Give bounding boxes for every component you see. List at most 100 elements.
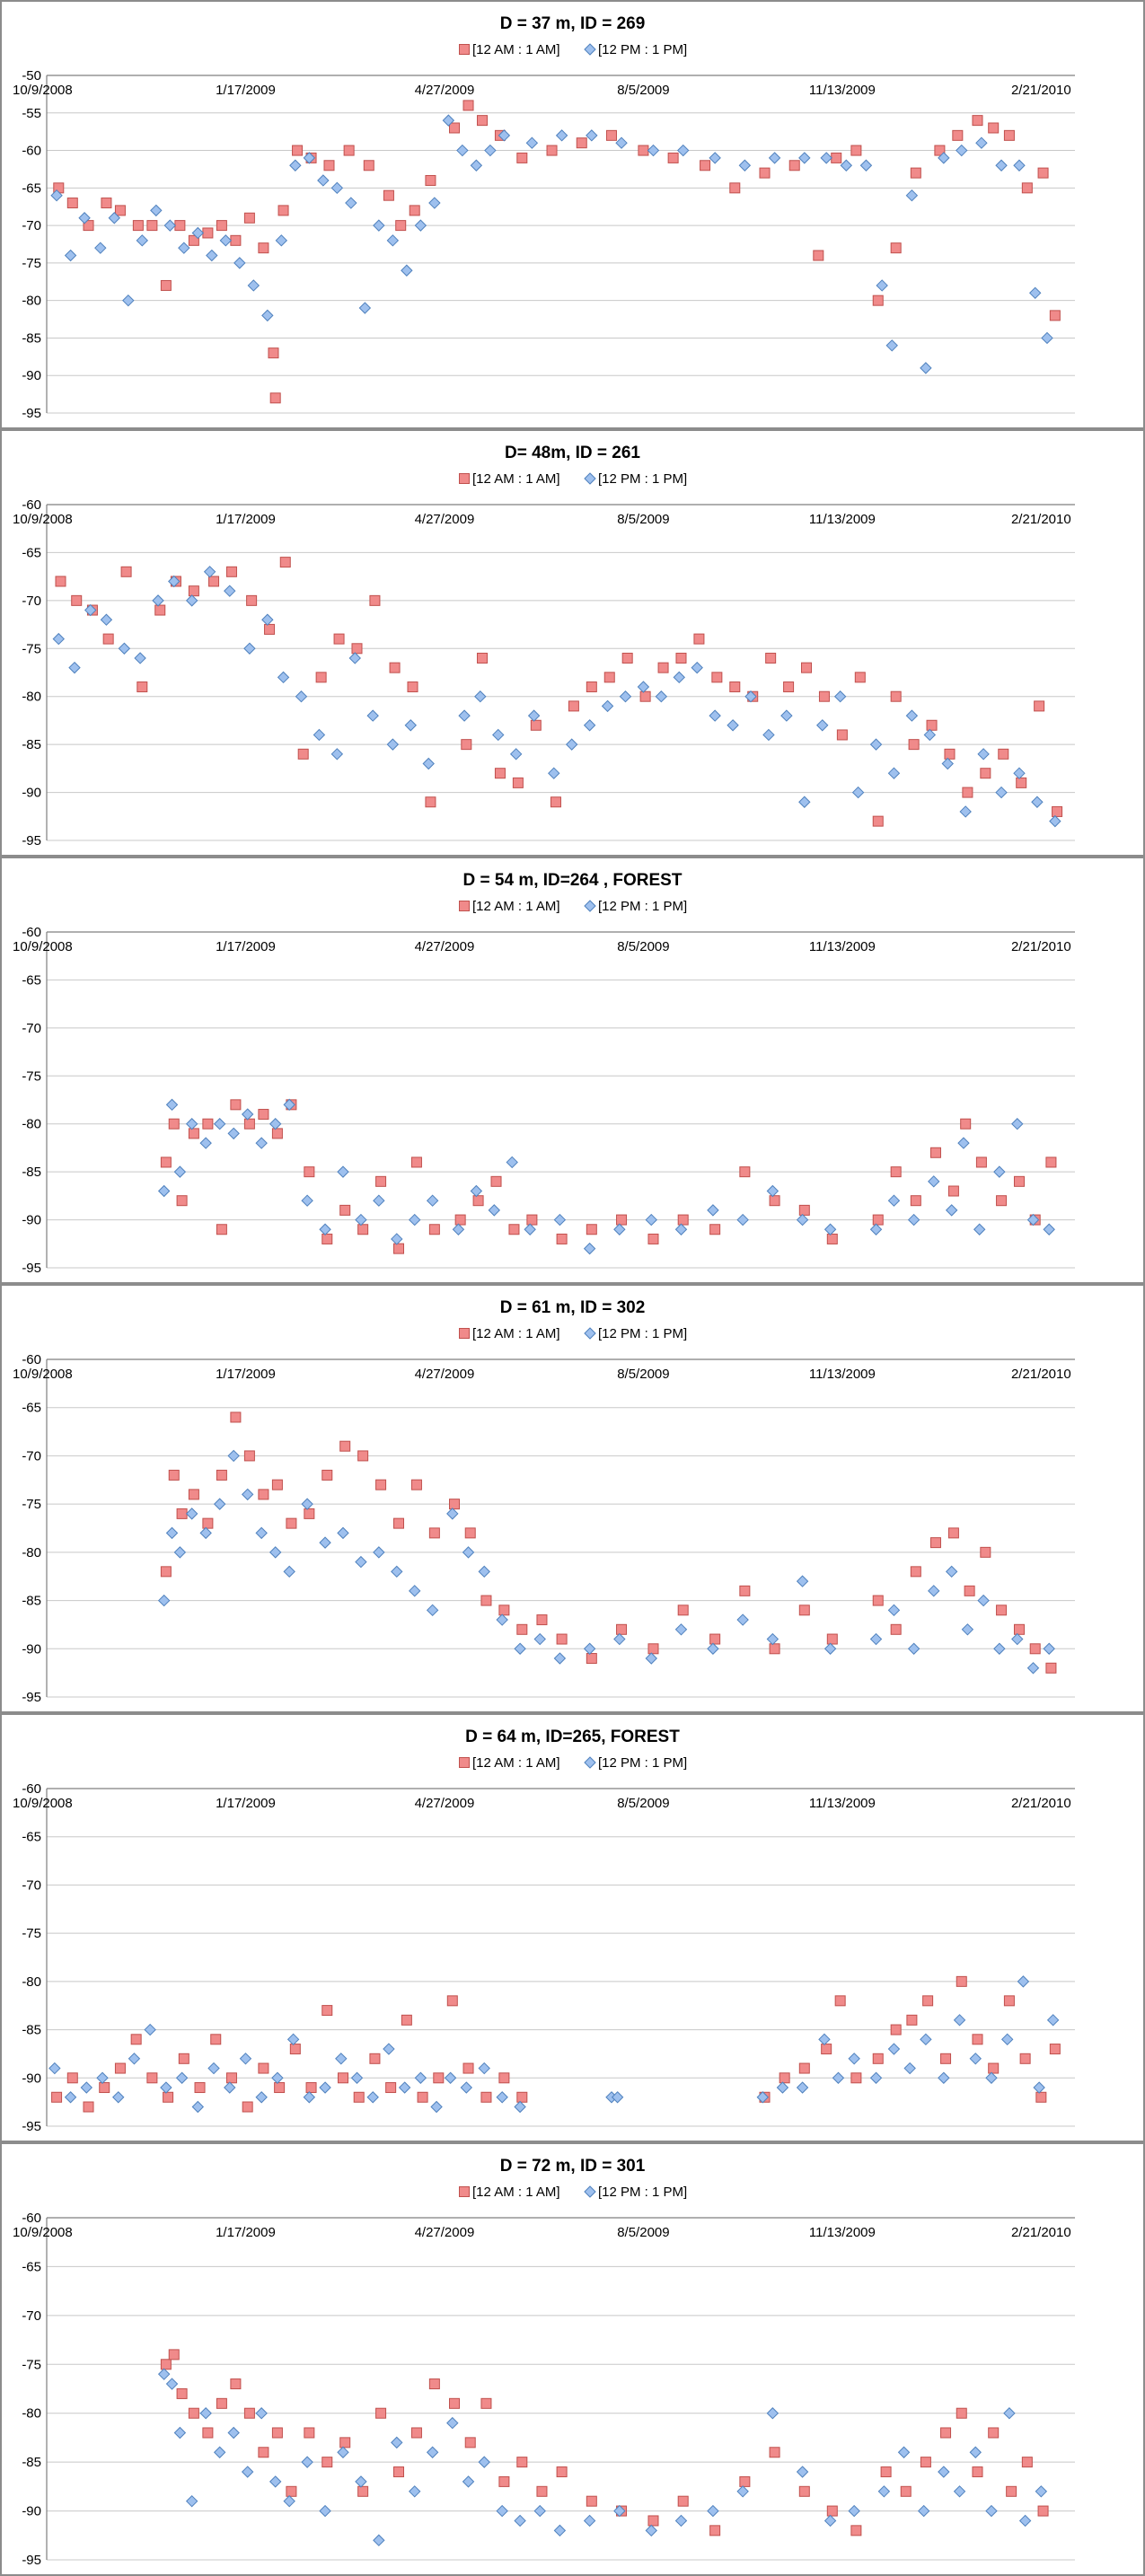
data-point-pm	[1028, 286, 1042, 300]
data-point-am	[568, 700, 579, 712]
x-tick-label: 10/9/2008	[13, 939, 73, 954]
data-point-am	[339, 2437, 351, 2449]
data-point-pm	[738, 159, 752, 171]
data-point-am	[769, 1195, 780, 1207]
data-point-pm	[391, 1233, 403, 1245]
data-point-am	[998, 748, 1009, 760]
x-tick-label: 1/17/2009	[216, 1367, 276, 1382]
data-point-am	[677, 2495, 689, 2507]
data-point-pm	[391, 2436, 403, 2449]
data-point-pm	[173, 1546, 187, 1559]
data-point-am	[464, 1527, 476, 1539]
data-point-am	[393, 1517, 405, 1529]
data-point-am	[357, 1450, 369, 1462]
data-point-pm	[313, 728, 326, 742]
data-point-pm	[876, 279, 888, 292]
data-point-am	[798, 2062, 810, 2074]
data-point-pm	[478, 1565, 490, 1578]
data-point-am	[375, 1479, 387, 1490]
data-point-am	[1013, 1623, 1025, 1635]
data-point-am	[339, 1440, 351, 1452]
series-pm	[52, 566, 1061, 828]
data-point-pm	[903, 2062, 916, 2075]
data-point-am	[417, 2091, 428, 2103]
data-point-am	[765, 652, 777, 664]
data-point-pm	[401, 264, 413, 277]
data-point-am	[940, 2053, 952, 2064]
data-point-am	[709, 2525, 721, 2536]
data-point-pm	[824, 1223, 837, 1235]
data-point-am	[357, 1224, 369, 1235]
data-point-pm	[409, 1585, 421, 1597]
x-tick-label: 11/13/2009	[809, 512, 876, 527]
data-point-pm	[736, 1613, 749, 1626]
data-point-am	[137, 681, 148, 693]
data-point-pm	[430, 2100, 443, 2114]
y-tick-label: -75	[22, 1068, 41, 1084]
data-point-pm	[840, 159, 853, 171]
data-point-am	[393, 1243, 405, 1254]
data-point-am	[1019, 2053, 1031, 2064]
data-point-am	[407, 681, 418, 693]
data-point-pm	[462, 1546, 475, 1559]
data-point-pm	[373, 219, 385, 232]
data-point-pm	[163, 219, 177, 232]
data-point-am	[880, 2466, 892, 2478]
data-point-am	[512, 777, 524, 788]
data-point-am	[667, 152, 679, 163]
data-point-pm	[168, 575, 181, 588]
data-point-am	[988, 2062, 1000, 2074]
data-point-pm	[525, 136, 539, 149]
data-point-pm	[768, 152, 781, 164]
data-point-pm	[446, 2416, 459, 2430]
series-pm	[50, 114, 1053, 374]
data-point-pm	[175, 2071, 189, 2084]
data-point-pm	[555, 129, 568, 142]
data-point-am	[834, 1995, 846, 2007]
data-point-pm	[938, 152, 950, 164]
data-point-pm	[818, 2033, 831, 2046]
data-point-am	[160, 1566, 172, 1578]
data-point-am	[304, 1508, 315, 1519]
series-pm	[157, 2368, 1048, 2546]
data-point-am	[230, 2378, 242, 2390]
data-point-am	[258, 1489, 269, 1500]
data-point-am	[1049, 310, 1061, 321]
chart-title: D = 37 m, ID = 269	[500, 14, 646, 33]
data-point-am	[176, 1508, 188, 1519]
x-tick-label: 2/21/2010	[1011, 1367, 1071, 1382]
data-point-pm	[959, 805, 972, 818]
data-point-pm	[269, 1546, 282, 1559]
x-tick-label: 1/17/2009	[216, 83, 276, 98]
data-point-pm	[553, 1652, 567, 1665]
series-pm	[48, 1975, 1060, 2114]
scatter-chart-5: D = 64 m, ID=265, FOREST[12 AM : 1 AM] [1…	[13, 1728, 1075, 2134]
data-point-am	[269, 392, 281, 404]
data-point-pm	[1041, 331, 1053, 345]
data-point-am	[934, 145, 946, 156]
data-point-am	[351, 643, 363, 655]
data-point-pm	[456, 144, 469, 157]
y-tick-label: -90	[22, 368, 41, 383]
data-point-am	[836, 729, 848, 741]
data-point-pm	[527, 709, 541, 722]
data-point-pm	[227, 2426, 240, 2440]
data-point-pm	[128, 2053, 141, 2065]
data-point-pm	[319, 1536, 331, 1549]
chart-panel-2: D= 48m, ID = 261 [12 AM : 1 AM] [12 PM : 1…	[0, 429, 1145, 857]
y-tick-label: -95	[22, 406, 41, 421]
x-tick-label: 11/13/2009	[809, 939, 876, 954]
legend-marker-pm	[584, 900, 596, 912]
data-point-pm	[674, 1623, 688, 1636]
legend-label-am: [12 AM : 1 AM]	[472, 899, 560, 914]
y-tick-label: -85	[22, 737, 41, 752]
chart-panel-4: D = 61 m, ID = 302 [12 AM : 1 AM] [12 PM :…	[0, 1284, 1145, 1713]
data-point-am	[66, 198, 78, 209]
data-point-pm	[798, 152, 811, 164]
legend: [12 AM : 1 AM] [12 PM : 1 PM]	[459, 1326, 687, 1341]
y-tick-label: -65	[22, 972, 41, 988]
data-point-pm	[776, 2081, 789, 2094]
data-point-pm	[84, 603, 97, 617]
data-point-pm	[877, 2485, 891, 2498]
data-point-am	[729, 182, 741, 194]
